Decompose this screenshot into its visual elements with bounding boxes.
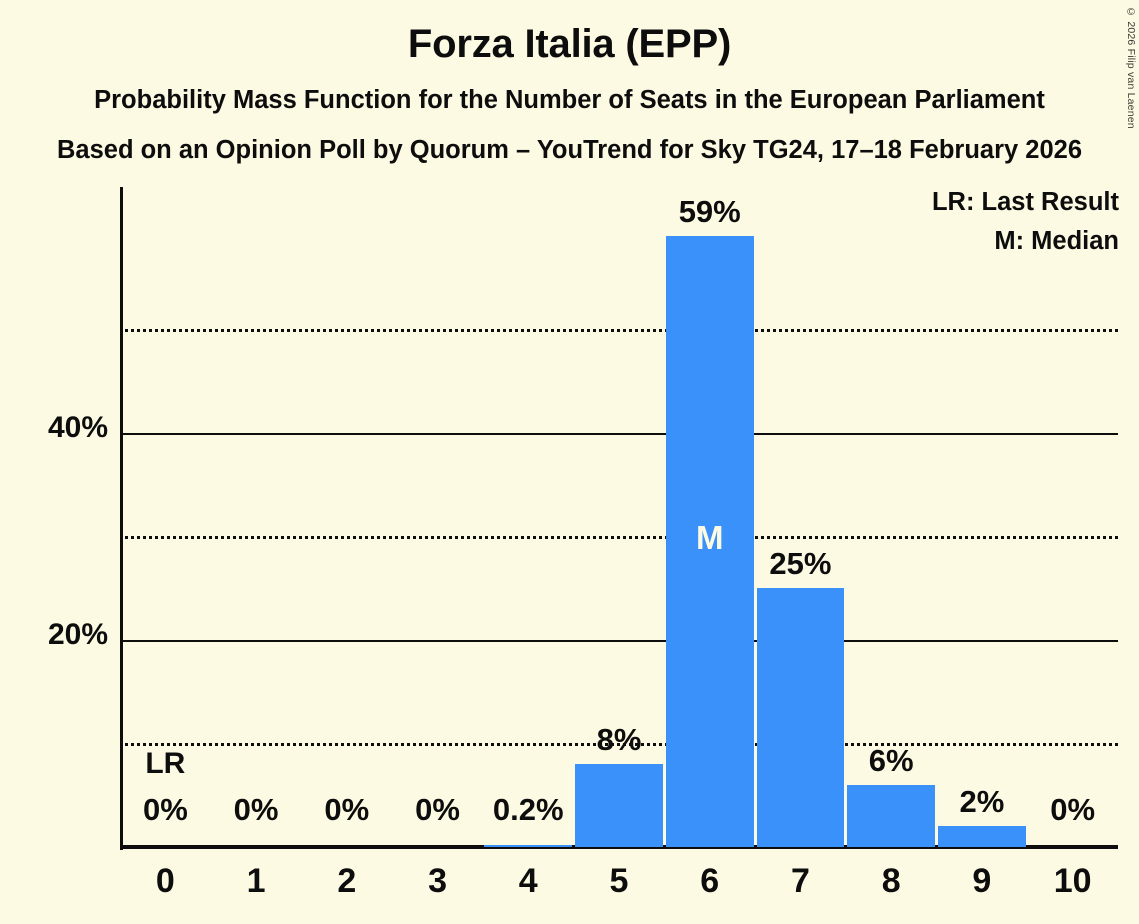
x-axis-line: [120, 845, 1118, 849]
x-tick-label-9: 9: [972, 862, 992, 900]
x-tick-label-4: 4: [518, 862, 538, 900]
x-tick-label-1: 1: [246, 862, 266, 900]
x-tick-label-6: 6: [700, 862, 720, 900]
x-tick-label-3: 3: [428, 862, 447, 900]
bar-seat-8[interactable]: [847, 784, 936, 847]
copyright-notice: © 2026 Filip van Laenen: [1125, 6, 1137, 129]
bar-seat-6[interactable]: [665, 235, 754, 847]
chart-title: Forza Italia (EPP): [407, 22, 732, 66]
last-result-marker: LR: [145, 747, 186, 781]
gridline-major-40: [120, 432, 1118, 435]
legend-entry-last-result: LR: Last Result: [931, 188, 1119, 216]
bar-value-label-0: 0%: [142, 792, 188, 827]
x-tick-label-7: 7: [790, 862, 810, 900]
y-tick-label-40%: 40%: [47, 410, 108, 444]
bar-value-label-9: 2%: [959, 784, 1005, 820]
gridline-major-20: [120, 639, 1118, 642]
median-marker: M: [695, 519, 724, 557]
x-tick-label-8: 8: [881, 862, 901, 900]
chart-subtitle: Probability Mass Function for the Number…: [94, 86, 1045, 114]
bar-value-label-6: 59%: [678, 193, 741, 229]
bar-seat-4[interactable]: [484, 844, 573, 847]
gridline-minor-50: [120, 328, 1118, 332]
bar-value-label-5: 8%: [596, 722, 642, 758]
legend-entry-median: M: Median: [994, 227, 1119, 255]
chart-source-note: Based on an Opinion Poll by Quorum – You…: [56, 136, 1083, 164]
bar-value-label-3: 0%: [415, 792, 460, 827]
gridline-minor-10: [120, 743, 1118, 747]
bar-value-label-8: 6%: [868, 742, 914, 778]
bar-value-label-10: 0%: [1050, 792, 1096, 827]
bar-value-label-4: 0.2%: [492, 792, 564, 827]
bar-seat-9[interactable]: [938, 826, 1026, 847]
x-tick-label-2: 2: [337, 862, 357, 900]
bar-value-label-2: 0%: [324, 792, 370, 827]
bar-value-label-1: 0%: [233, 792, 279, 827]
chart-legend: LR: Last Result M: Median: [932, 183, 1119, 261]
x-tick-label-0: 0: [155, 862, 175, 900]
bar-seat-5[interactable]: [575, 764, 663, 847]
y-tick-label-20%: 20%: [47, 617, 108, 651]
x-tick-label-10: 10: [1053, 862, 1092, 900]
bar-seat-7[interactable]: [756, 587, 845, 847]
gridline-minor-30: [120, 536, 1118, 540]
x-tick-label-5: 5: [609, 862, 629, 900]
plot-area: [120, 187, 1118, 847]
y-axis-line: [120, 187, 123, 850]
bar-value-label-7: 25%: [769, 545, 832, 581]
